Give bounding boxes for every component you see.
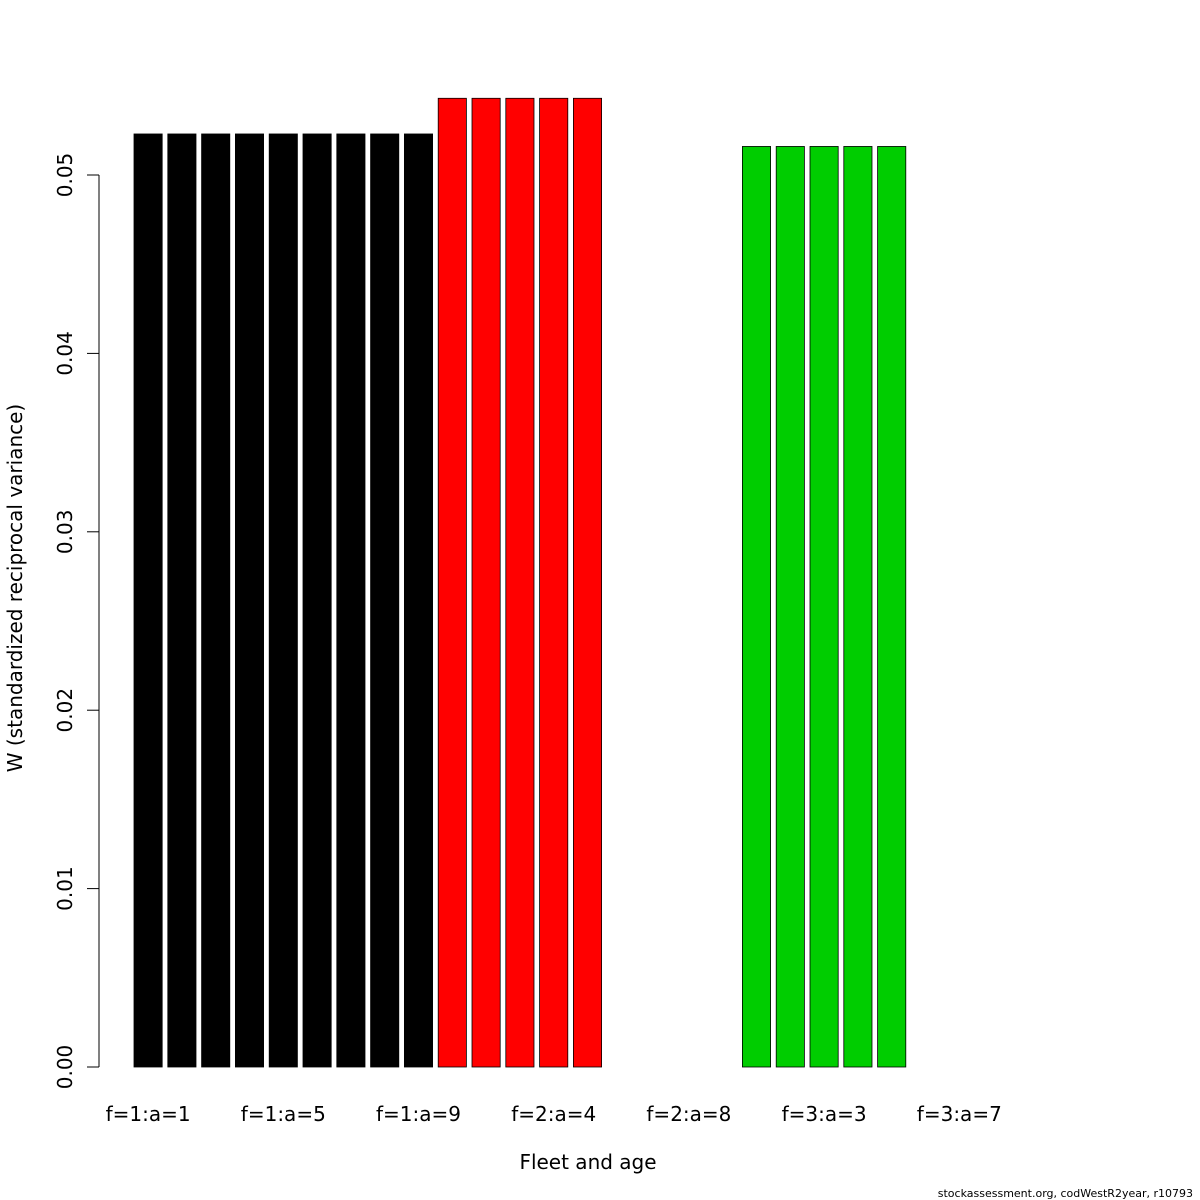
bar [403, 133, 433, 1068]
bar [336, 133, 366, 1068]
y-tick-label: 0.02 [53, 688, 77, 733]
x-tick-label: f=1:a=9 [376, 1102, 461, 1126]
bar [539, 97, 569, 1068]
bar [234, 133, 264, 1068]
x-tick-label: f=3:a=3 [782, 1102, 867, 1126]
x-tick-label: f=2:a=8 [646, 1102, 731, 1126]
x-tick-label: f=3:a=7 [917, 1102, 1002, 1126]
footer: stockassessment.org, codWestR2year, r107… [938, 1187, 1193, 1200]
bar [877, 146, 907, 1068]
bar [268, 133, 298, 1068]
bar [302, 133, 332, 1068]
bar [370, 133, 400, 1068]
bar [133, 133, 163, 1068]
bar [471, 97, 501, 1068]
x-tick-label: f=1:a=1 [106, 1102, 191, 1126]
y-axis-label: W (standardized reciprocal variance) [3, 404, 27, 773]
bar [573, 97, 603, 1068]
bar [775, 146, 805, 1068]
x-tick-label: f=1:a=5 [241, 1102, 326, 1126]
y-tick-label: 0.04 [53, 331, 77, 376]
y-tick-label: 0.01 [53, 866, 77, 911]
bar [505, 97, 535, 1068]
bar [201, 133, 231, 1068]
x-tick-label: f=2:a=4 [511, 1102, 596, 1126]
bar [437, 97, 467, 1068]
bar [167, 133, 197, 1068]
y-tick-label: 0.03 [53, 510, 77, 555]
bar [809, 146, 839, 1068]
bar [843, 146, 873, 1068]
x-axis-label: Fleet and age [519, 1150, 656, 1174]
y-tick-label: 0.05 [53, 153, 77, 198]
bar [742, 146, 772, 1068]
y-tick-label: 0.00 [53, 1045, 77, 1090]
